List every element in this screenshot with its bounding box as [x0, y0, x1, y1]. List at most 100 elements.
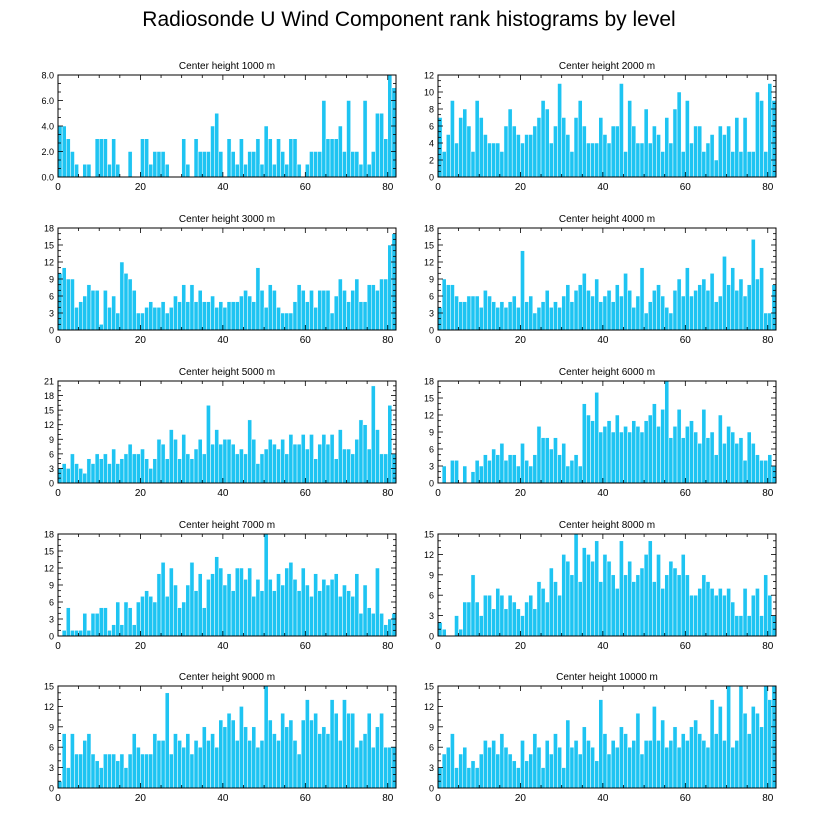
histogram-bar: [643, 108, 649, 178]
histogram-bar: [561, 295, 567, 331]
y-tick-label: 12: [424, 71, 434, 81]
histogram-bar: [532, 733, 538, 789]
histogram-bar: [140, 753, 145, 789]
histogram-bar: [230, 719, 236, 789]
histogram-bar: [222, 726, 228, 789]
histogram-bar: [643, 740, 649, 789]
histogram-bar: [94, 453, 100, 484]
histogram-bar: [647, 414, 653, 484]
histogram-bar: [292, 138, 298, 178]
y-tick-label: 15: [424, 682, 434, 692]
histogram-bar: [742, 295, 748, 331]
histogram-bar: [259, 453, 265, 484]
y-tick-label: 4: [429, 139, 434, 149]
histogram-bar: [499, 301, 505, 331]
histogram-bar: [586, 142, 591, 178]
histogram-bar: [511, 295, 517, 331]
histogram-bar: [672, 726, 678, 789]
histogram-bar: [755, 278, 760, 331]
histogram-bar: [169, 429, 174, 484]
x-tick-label: 40: [597, 641, 609, 652]
histogram-bar: [718, 588, 723, 637]
histogram-bar: [65, 138, 71, 178]
histogram-bar: [602, 554, 608, 637]
histogram-bar: [152, 458, 158, 484]
histogram-bar: [86, 458, 92, 484]
histogram-bar: [338, 278, 343, 331]
x-tick-label: 80: [382, 488, 394, 499]
histogram-bar: [78, 630, 83, 637]
x-tick-label: 0: [435, 488, 441, 499]
histogram-bar: [321, 100, 327, 178]
histogram-bar: [296, 590, 302, 637]
x-tick-label: 60: [300, 641, 312, 652]
y-tick-label: 0: [49, 632, 54, 642]
histogram-bar: [474, 460, 480, 484]
histogram-bar: [164, 312, 170, 331]
y-tick-label: 21: [44, 377, 54, 387]
y-tick-label: 12: [44, 420, 54, 430]
y-tick-label: 6: [49, 292, 54, 302]
y-tick-label: 15: [44, 406, 54, 416]
panel-title: Center height 7000 m: [179, 520, 275, 531]
histogram-bar: [763, 151, 769, 178]
histogram-bar: [325, 443, 331, 484]
histogram-bar: [342, 151, 347, 178]
histogram-bar: [103, 607, 108, 637]
histogram-bar: [693, 431, 698, 484]
histogram-bar: [466, 601, 472, 637]
histogram-bar: [193, 590, 199, 637]
histogram-bar: [272, 590, 277, 637]
histogram-bar: [90, 290, 96, 331]
histogram-bar: [726, 588, 731, 637]
y-tick-label: 12: [424, 702, 434, 712]
histogram-bar: [557, 454, 562, 484]
histogram-bar: [247, 419, 252, 484]
histogram-bar: [169, 753, 174, 789]
histogram-bar: [738, 685, 744, 789]
panel-title: Center height 9000 m: [179, 672, 275, 683]
histogram-bar: [218, 151, 224, 178]
histogram-bar: [94, 613, 100, 637]
histogram-bar: [685, 740, 690, 789]
y-tick-label: 12: [44, 258, 54, 268]
histogram-bar: [656, 740, 661, 789]
histogram-bar: [86, 630, 92, 637]
y-tick-label: 15: [424, 241, 434, 251]
plot-frame: [57, 685, 397, 789]
histogram-bar: [78, 301, 83, 331]
histogram-bar: [127, 151, 133, 178]
histogram-bar: [366, 607, 372, 637]
histogram-bar: [362, 424, 368, 484]
histogram-bar: [730, 601, 736, 637]
histogram-bar: [206, 301, 211, 331]
histogram-bar: [619, 431, 624, 484]
x-tick-label: 40: [597, 335, 609, 346]
histogram-bar: [553, 733, 558, 789]
histogram-bar: [90, 613, 96, 637]
histogram-bar: [639, 267, 645, 331]
histogram-bar: [338, 125, 343, 178]
histogram-bar: [375, 429, 380, 484]
histogram-bar: [606, 753, 612, 789]
histogram-bar: [549, 448, 554, 484]
histogram-bar: [284, 567, 290, 637]
histogram-bar: [516, 767, 521, 789]
histogram-bar: [111, 295, 116, 331]
histogram-bar: [309, 719, 314, 789]
histogram-bar: [115, 463, 121, 484]
histogram-bar: [598, 301, 604, 331]
histogram-bar: [462, 465, 468, 484]
histogram-bar: [94, 138, 100, 178]
histogram-bar: [652, 706, 657, 789]
histogram-bar: [569, 460, 575, 484]
histogram-bar: [210, 733, 215, 789]
histogram-bar: [387, 618, 393, 637]
histogram-bar: [251, 596, 257, 637]
histogram-bar: [148, 301, 154, 331]
x-tick-label: 0: [55, 182, 61, 193]
histogram-bar: [90, 463, 96, 484]
histogram-bar: [590, 560, 595, 637]
histogram-bar: [726, 426, 731, 484]
histogram-bar: [676, 409, 682, 484]
